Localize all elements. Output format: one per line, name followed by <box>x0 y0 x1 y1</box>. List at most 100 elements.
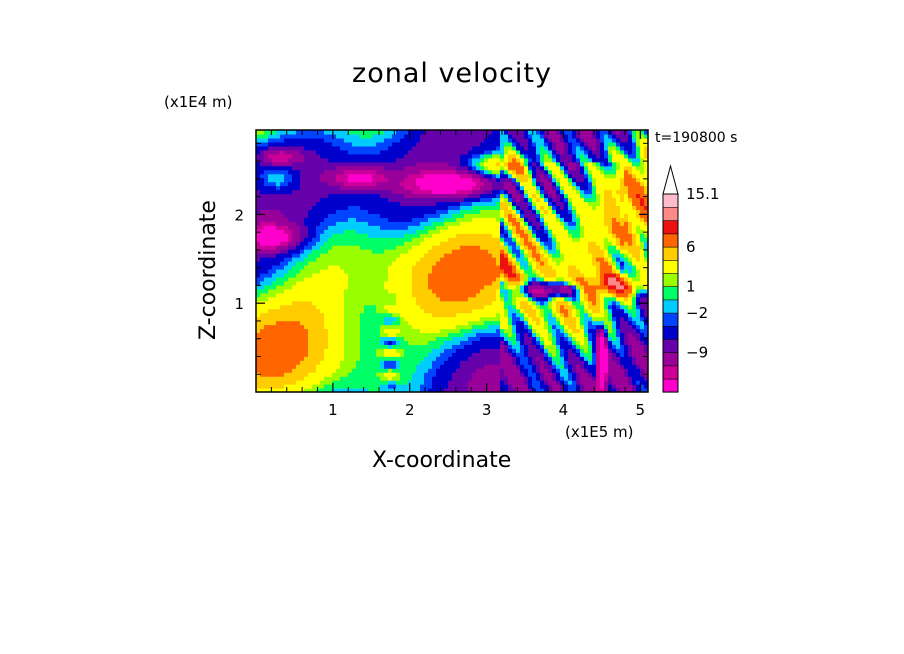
field-cell <box>540 145 545 151</box>
field-cell <box>264 153 269 159</box>
field-cell <box>288 253 293 258</box>
field-cell <box>464 209 469 214</box>
field-cell <box>516 177 521 183</box>
field-cell <box>472 221 477 226</box>
field-cell <box>496 213 501 218</box>
field-cell <box>388 181 393 187</box>
field-cell <box>300 133 305 139</box>
field-cell <box>312 368 317 373</box>
field-cell <box>452 213 457 218</box>
field-cell <box>516 372 521 377</box>
field-cell <box>324 253 329 258</box>
field-cell <box>304 304 309 310</box>
field-cell <box>472 364 477 369</box>
field-cell <box>524 249 529 254</box>
field-cell <box>484 356 489 361</box>
field-cell <box>376 205 381 210</box>
field-cell <box>484 348 489 353</box>
field-cell <box>264 233 269 238</box>
field-cell <box>284 272 289 278</box>
field-cell <box>320 257 325 262</box>
field-cell <box>468 332 473 338</box>
field-cell <box>452 304 457 310</box>
field-cell <box>340 368 345 373</box>
field-cell <box>496 237 501 242</box>
field-cell <box>396 384 401 389</box>
field-cell <box>536 153 541 159</box>
field-cell <box>504 324 509 330</box>
field-cell <box>508 292 513 298</box>
field-cell <box>524 360 529 365</box>
field-cell <box>456 344 461 349</box>
field-cell <box>532 213 537 218</box>
field-cell <box>300 181 305 187</box>
field-cell <box>348 316 353 322</box>
field-cell <box>540 245 545 250</box>
field-cell <box>408 340 413 345</box>
field-cell <box>300 312 305 318</box>
field-cell <box>536 360 541 365</box>
field-cell <box>388 268 393 274</box>
field-cell <box>516 264 521 270</box>
field-cell <box>376 268 381 274</box>
field-cell <box>428 205 433 210</box>
field-cell <box>284 185 289 191</box>
field-cell <box>328 292 333 298</box>
field-cell <box>492 356 497 361</box>
field-cell <box>528 288 533 294</box>
field-cell <box>376 217 381 222</box>
field-cell <box>276 153 281 159</box>
field-cell <box>444 209 449 214</box>
field-cell <box>264 221 269 226</box>
field-cell <box>304 257 309 262</box>
field-cell <box>520 237 525 242</box>
field-cell <box>480 173 485 179</box>
field-cell <box>388 209 393 214</box>
field-cell <box>384 221 389 226</box>
field-cell <box>304 308 309 314</box>
field-cell <box>256 328 261 334</box>
field-cell <box>372 153 377 159</box>
field-cell <box>528 177 533 183</box>
field-cell <box>440 157 445 163</box>
field-cell <box>468 356 473 361</box>
field-cell <box>260 257 265 262</box>
field-cell <box>372 332 377 338</box>
field-cell <box>272 245 277 250</box>
field-cell <box>476 388 481 392</box>
field-cell <box>472 352 477 357</box>
field-cell <box>256 312 261 318</box>
field-cell <box>448 368 453 373</box>
field-cell <box>312 344 317 349</box>
field-cell <box>464 229 469 234</box>
field-cell <box>420 372 425 377</box>
field-cell <box>288 257 293 262</box>
field-cell <box>384 268 389 274</box>
field-cell <box>368 237 373 242</box>
field-cell <box>280 384 285 389</box>
field-cell <box>508 288 513 294</box>
field-cell <box>456 352 461 357</box>
field-cell <box>296 165 301 171</box>
field-cell <box>308 209 313 214</box>
field-cell <box>460 241 465 246</box>
field-cell <box>440 193 445 199</box>
field-cell <box>516 356 521 361</box>
field-cell <box>468 130 473 135</box>
field-cell <box>516 320 521 326</box>
field-cell <box>484 380 489 385</box>
field-cell <box>544 324 549 330</box>
field-cell <box>368 356 373 361</box>
field-cell <box>308 241 313 246</box>
field-cell <box>304 368 309 373</box>
field-cell <box>428 197 433 203</box>
field-cell <box>552 133 557 139</box>
field-cell <box>292 368 297 373</box>
field-cell <box>276 296 281 302</box>
field-cell <box>520 324 525 330</box>
field-cell <box>404 161 409 167</box>
field-cell <box>368 276 373 282</box>
field-cell <box>360 193 365 199</box>
field-cell <box>336 268 341 274</box>
field-cell <box>396 173 401 179</box>
